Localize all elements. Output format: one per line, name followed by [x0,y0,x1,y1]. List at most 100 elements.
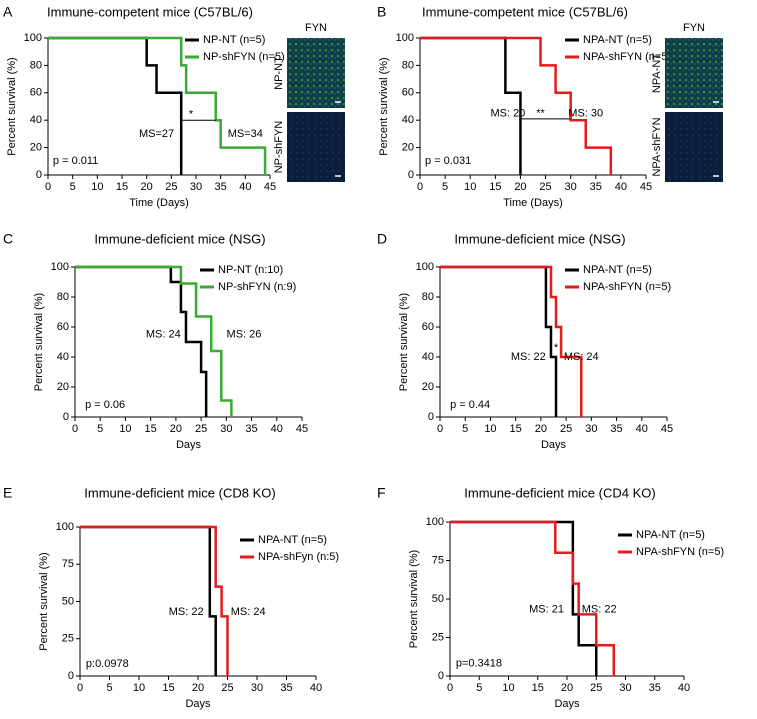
y-tick-label: 0 [63,411,69,423]
annotation: p = 0.011 [53,155,98,167]
x-tick-label: 45 [661,423,673,435]
y-tick-label: 80 [422,291,434,303]
x-tick-label: 0 [72,423,78,435]
x-tick-label: 40 [636,423,648,435]
y-tick-label: 80 [57,291,69,303]
y-tick-label: 20 [30,142,42,154]
panel-letter: A [3,4,13,20]
y-tick-label: 100 [51,261,69,273]
x-tick-label: 35 [215,181,227,193]
y-tick-label: 60 [57,321,69,333]
y-tick-label: 60 [422,321,434,333]
x-tick-label: 30 [251,682,263,694]
annotation: p = 0.06 [85,399,125,411]
y-axis-label: Percent survival (%) [378,57,390,155]
annotation: MS=34 [228,128,263,140]
x-tick-label: 35 [590,181,602,193]
y-axis-label: Percent survival (%) [398,293,410,391]
y-tick-label: 20 [422,381,434,393]
survival-curve [450,520,616,676]
x-tick-label: 5 [70,181,76,193]
legend-label: NP-NT (n:10) [218,264,283,276]
x-tick-label: 10 [119,423,131,435]
legend-label: NP-NT (n=5) [203,34,265,46]
chart-title: Immune-deficient mice (NSG) [94,231,265,246]
x-tick-label: 15 [489,181,501,193]
x-tick-label: 40 [271,423,283,435]
chart-title: Immune-deficient mice (CD4 KO) [464,485,655,500]
y-tick-label: 100 [416,261,434,273]
y-tick-label: 80 [30,59,42,71]
x-tick-label: 20 [514,181,526,193]
x-tick-label: 25 [195,423,207,435]
y-tick-label: 20 [57,381,69,393]
x-tick-label: 25 [539,181,551,193]
x-tick-label: 40 [239,181,251,193]
y-tick-label: 50 [62,595,74,607]
y-tick-label: 60 [30,87,42,99]
y-axis-label: Percent survival (%) [38,552,50,650]
y-tick-label: 100 [396,32,414,44]
y-tick-label: 100 [24,32,42,44]
x-tick-label: 0 [437,423,443,435]
survival-curve [75,265,208,417]
x-tick-label: 10 [464,181,476,193]
x-tick-label: 45 [296,423,308,435]
x-tick-label: 25 [560,423,572,435]
annotation: p = 0.031 [425,155,471,167]
x-tick-label: 40 [310,682,322,694]
x-tick-label: 30 [565,181,577,193]
annotation: MS=27 [139,128,174,140]
annotation: MS: 22 [511,351,546,363]
x-tick-label: 0 [45,181,51,193]
x-tick-label: 0 [447,682,453,694]
y-tick-label: 100 [56,521,74,533]
x-tick-label: 20 [170,423,182,435]
x-tick-label: 10 [502,682,514,694]
panel-letter: C [3,231,13,247]
x-axis-label: Days [176,439,202,451]
x-tick-label: 20 [535,423,547,435]
x-tick-label: 40 [615,181,627,193]
survival-curve [75,265,233,417]
survival-curve [48,36,267,175]
x-axis-label: Days [185,698,211,710]
x-tick-label: 15 [532,682,544,694]
y-tick-label: 0 [68,670,74,682]
survival-curve [80,525,229,676]
x-tick-label: 40 [678,682,690,694]
y-tick-label: 0 [36,169,42,181]
survival-curve [440,265,558,417]
image-label: NPA-shFYN [651,117,663,176]
y-tick-label: 25 [432,631,444,643]
legend-label: NPA-NT (n=5) [583,264,652,276]
annotation: MS: 22 [582,604,617,616]
x-tick-label: 10 [484,423,496,435]
image-label: NP-shFYN [273,121,285,174]
legend-label: NPA-shFYN (n=5) [583,281,671,293]
panel-letter: E [3,485,12,501]
y-tick-label: 0 [438,670,444,682]
micrograph [665,112,723,182]
annotation: MS: 22 [169,606,204,618]
annotation: MS: 20 [490,107,525,119]
x-axis-label: Time (Days) [129,197,188,209]
annotation: p=0.3418 [456,658,502,670]
y-tick-label: 40 [30,114,42,126]
x-tick-label: 15 [145,423,157,435]
x-tick-label: 45 [264,181,276,193]
x-tick-label: 35 [610,423,622,435]
x-tick-label: 20 [561,682,573,694]
x-tick-label: 35 [245,423,257,435]
survival-curve [420,36,613,175]
legend-label: NPA-shFyn (n:5) [258,551,339,563]
annotation: MS: 24 [231,606,266,618]
annotation: MS: 21 [529,604,564,616]
survival-curve [450,520,598,676]
annotation: MS: 26 [227,328,262,340]
y-tick-label: 40 [402,114,414,126]
panel-letter: D [377,231,387,247]
annotation: MS: 24 [146,328,181,340]
chart-title: Immune-deficient mice (NSG) [454,231,625,246]
